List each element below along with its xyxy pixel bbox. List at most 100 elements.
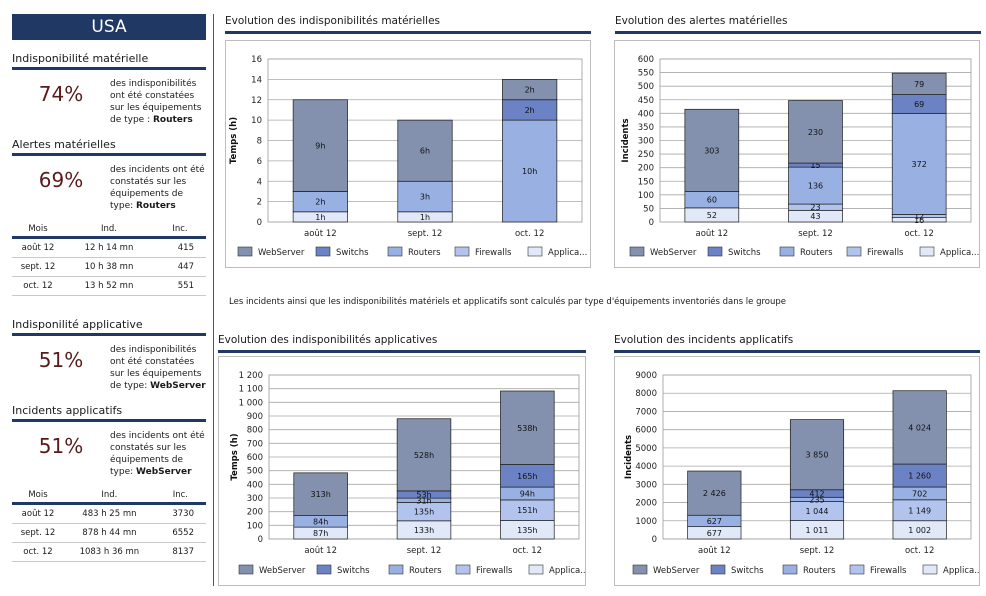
legend-swatch [710,564,726,575]
data-label: 135h [517,526,537,535]
x-tick-label: sept. 12 [800,546,835,556]
table-cell: août 12 [12,503,64,524]
legend-swatch [782,564,798,575]
y-tick-label: 500 [638,82,654,92]
kpi-desc-text: des incidents ont été constatés sur les … [110,165,205,211]
data-label: 303 [704,146,719,155]
y-tick-label: 200 [638,164,654,174]
data-label: 2h [525,106,535,115]
y-tick-label: 350 [638,123,654,133]
y-tick-label: 4000 [635,462,657,472]
data-label: 313h [310,490,330,499]
y-tick-label: 600 [247,453,263,463]
data-label: 2 426 [703,489,726,498]
data-label: 677 [707,529,722,538]
chart-title: Evolution des incidents applicatifs [614,334,980,353]
legend-swatch [455,564,471,575]
bar-segment [292,99,348,192]
table-cell: oct. 12 [12,542,64,562]
y-tick-label: 1 100 [239,385,263,395]
kpi-pct: 74% [38,82,84,106]
chart-hw-unavail: 0 2 4 6 8 10 12 14 16 Temps (h) 1h 2h 9h août 12 1h 3h 6… [225,40,591,268]
data-label: 165h [517,472,537,481]
legend-swatch [849,564,865,575]
x-tick-label: août 12 [698,546,731,556]
x-tick-label: oct. 12 [513,546,542,556]
table-cell: 878 h 44 mn [64,523,155,543]
y-axis-label: Incidents [624,435,634,479]
data-label: 235 [809,495,824,504]
chart-title: Evolution des indisponibilités matériell… [225,15,591,34]
kpi-desc: des incidents ont été constatés sur les … [110,164,206,212]
legend-swatch [238,564,254,575]
kpi-desc-type: Routers [152,115,193,125]
kpi-hardware-alerts: 69% des incidents ont été constatés sur … [12,164,206,212]
kpi-desc-type: Routers [136,201,176,211]
legend-label: Firewalls [867,248,904,258]
kpi-sidebar: USA Indisponibilité matérielle 74% des i… [12,14,206,562]
x-tick-label: sept. 12 [798,229,833,239]
kpi-title-app-incidents: Incidents applicatifs [12,404,206,422]
table-row: sept. 12 10 h 38 mn 447 [12,257,206,277]
kpi-app-incidents: 51% des incidents ont été constatés sur … [12,430,206,478]
data-label: 1 011 [806,526,829,535]
data-label: 1 002 [908,526,931,535]
data-label: 60 [707,196,717,205]
legend-swatch [454,246,470,257]
legend-label: Switchs [336,248,369,258]
y-tick-label: 150 [638,177,654,187]
y-tick-label: 900 [247,412,263,422]
kpi-desc-type: WebServer [136,467,192,477]
table-row: août 12 483 h 25 mn 3730 [12,503,206,524]
bar-segment [500,390,555,465]
data-label: 6h [420,147,430,156]
chart-hw-alerts: 0 50 100 150 200 250 300 350 400 450 500 550 600 Inci… [614,40,980,268]
table-cell: 8137 [154,542,206,562]
legend-label: WebServer [258,248,305,258]
table-cell: sept. 12 [12,257,64,277]
y-tick-label: 0 [652,535,657,545]
legend-label: WebServer [259,566,306,576]
bar-segment [293,472,348,516]
kpi-desc-text: des indisponibilités ont été constatées … [110,345,202,391]
data-label: 372 [912,160,927,169]
y-tick-label: 8 [257,137,262,147]
y-tick-label: 6000 [635,426,657,436]
table-header: Ind. [64,488,155,505]
data-label: 87h [313,529,328,538]
y-tick-label: 600 [638,55,654,65]
data-label: 52 [707,211,717,220]
kpi-pct: 51% [38,348,84,372]
y-tick-label: 14 [251,75,262,85]
app-monthly-table: Mois Ind. Inc. août 12 483 h 25 mn 3730 se… [12,488,206,562]
y-axis-label: Temps (h) [230,433,240,480]
chart-title-block-hw-alerts: Evolution des alertes matérielles [615,15,981,34]
data-label: 43 [810,212,820,221]
legend-swatch [922,564,938,575]
bar-segment [687,470,742,516]
legend-swatch [632,564,648,575]
x-tick-label: sept. 12 [407,546,442,556]
data-label: 4 024 [908,423,931,432]
y-tick-label: 12 [251,96,262,106]
kpi-title-app-unavail: Indisponilité applicative [12,318,206,336]
bar-segment [891,112,947,215]
data-label: 702 [912,489,927,498]
y-tick-label: 3000 [635,480,657,490]
y-tick-label: 0 [257,218,262,228]
y-tick-label: 1000 [635,517,657,527]
kpi-desc-type: WebServer [150,381,206,391]
y-tick-label: 10 [251,116,262,126]
x-tick-label: oct. 12 [904,229,933,239]
legend-swatch [629,246,645,257]
data-label: 1h [315,213,325,222]
table-row: sept. 12 878 h 44 mn 6552 [12,523,206,543]
table-cell: 10 h 38 mn [64,257,154,277]
table-cell: 483 h 25 mn [64,503,155,524]
chart-svg: 0 2 4 6 8 10 12 14 16 Temps (h) 1h 2h 9h août 12 1h 3h 6… [229,55,587,258]
y-tick-label: 6 [257,157,262,167]
data-label: 1 260 [908,472,931,481]
table-cell: 3730 [154,503,206,524]
y-tick-label: 0 [649,218,654,228]
data-label: 2h [525,86,535,95]
